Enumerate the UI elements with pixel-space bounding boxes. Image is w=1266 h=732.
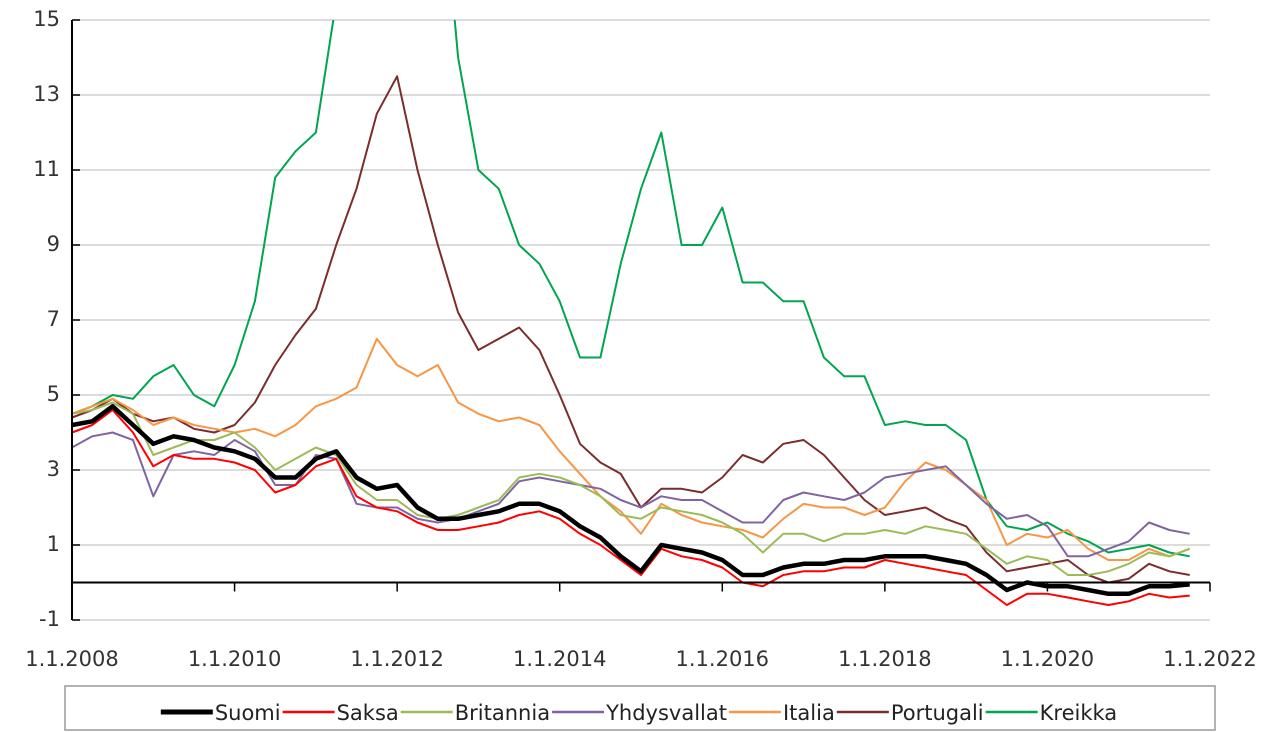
x-tick-label: 1.1.2022 [1163, 647, 1257, 671]
legend-box [64, 685, 1216, 731]
x-tick-label: 1.1.2014 [513, 647, 607, 671]
x-tick-label: 1.1.2018 [838, 647, 932, 671]
legend-label: Italia [783, 701, 835, 725]
y-tick-label: 9 [47, 232, 60, 256]
x-tick-label: 1.1.2020 [1001, 647, 1095, 671]
y-tick-label: 5 [47, 382, 60, 406]
legend-label: Yhdysvallat [605, 701, 727, 725]
series-line [72, 409, 1190, 606]
grid [72, 19, 1210, 621]
y-tick-label: 3 [47, 457, 60, 481]
y-tick-label: 11 [33, 157, 60, 181]
legend-label: Britannia [455, 701, 550, 725]
legend-label: Kreikka [1040, 701, 1118, 725]
series-line [72, 75, 1190, 584]
legend-label: Saksa [337, 701, 399, 725]
plot-area [72, 20, 1191, 606]
x-tick-label: 1.1.2012 [350, 647, 444, 671]
legend: Suomi Saksa Britannia Yhdysvallat Italia Port… [64, 685, 1216, 731]
y-tick-label: 15 [33, 7, 60, 31]
series-line [72, 337, 1191, 561]
y-tick-label: 13 [33, 82, 60, 106]
y-tick-label: 1 [47, 532, 60, 556]
x-tick-label: 1.1.2010 [188, 647, 282, 671]
series-line [72, 401, 1191, 576]
x-tick-label: 1.1.2008 [25, 647, 119, 671]
series-line [72, 404, 1190, 597]
y-tick-label: 7 [47, 307, 60, 331]
series-line [72, 431, 1190, 558]
legend-label: Portugali [891, 701, 984, 725]
legend-label: Suomi [215, 701, 281, 725]
series-line [72, 20, 1190, 558]
x-tick-label: 1.1.2016 [676, 647, 770, 671]
y-tick-label: -1 [39, 607, 60, 631]
